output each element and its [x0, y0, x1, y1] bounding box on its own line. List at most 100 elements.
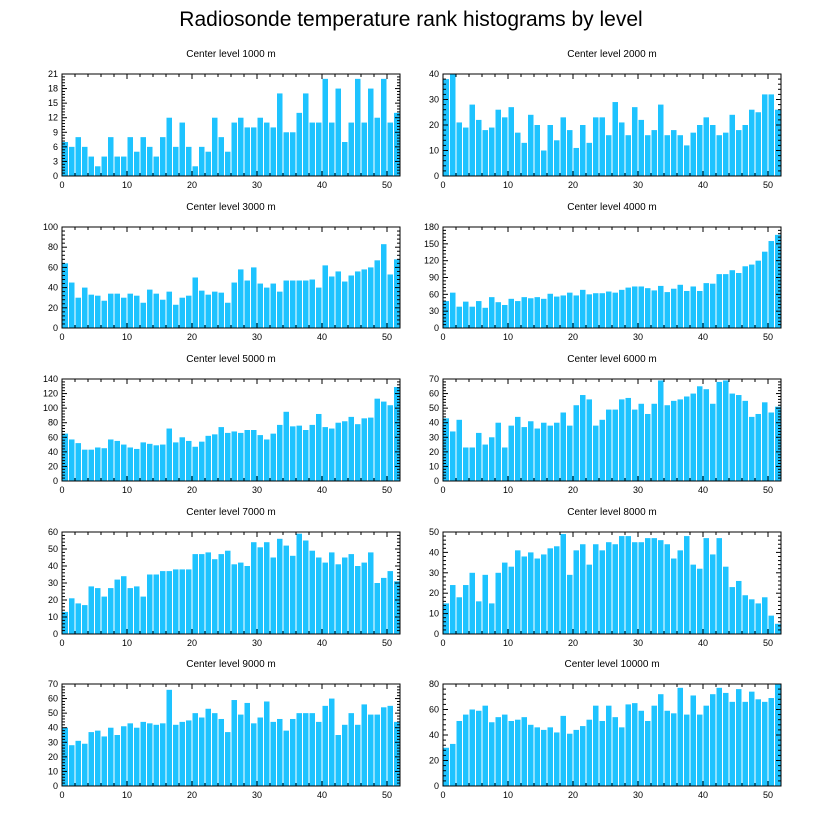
histogram-bar	[612, 102, 618, 176]
panel-title: Center level 2000 m	[567, 49, 657, 60]
histogram-bar	[225, 302, 231, 328]
histogram-bar	[502, 714, 508, 786]
histogram-bar	[723, 132, 729, 176]
y-tick-label: 6	[53, 142, 58, 152]
x-tick-label: 40	[698, 180, 708, 190]
histogram-bar	[192, 166, 198, 176]
histogram-bar	[703, 538, 709, 634]
histogram-bar	[173, 304, 179, 328]
x-tick-label: 20	[568, 790, 578, 800]
histogram-bar	[381, 707, 387, 786]
histogram-bar	[101, 596, 107, 634]
x-tick-label: 50	[763, 485, 773, 495]
histogram-bar	[580, 544, 586, 634]
histogram-bar	[567, 292, 573, 328]
histogram-bar	[303, 430, 309, 481]
histogram-bar	[199, 441, 205, 481]
histogram-bar	[469, 709, 475, 786]
histogram-bar	[283, 545, 289, 634]
histogram-bar	[547, 125, 553, 176]
y-tick-label: 0	[53, 171, 58, 181]
histogram-bar	[238, 562, 244, 634]
histogram-bar	[127, 447, 133, 481]
histogram-bar	[127, 723, 133, 786]
histogram-bar	[742, 400, 748, 481]
histogram-bar	[69, 282, 75, 328]
histogram-bar	[755, 413, 761, 481]
y-tick-label: 60	[48, 694, 58, 704]
histogram-bar	[257, 717, 263, 786]
x-tick-label: 10	[122, 485, 132, 495]
histogram-bar	[368, 552, 374, 634]
histogram-bar	[335, 422, 341, 481]
x-tick-label: 40	[317, 790, 327, 800]
y-tick-label: 0	[53, 629, 58, 639]
y-tick-label: 40	[48, 561, 58, 571]
histogram-bar	[316, 122, 322, 176]
histogram-bar	[101, 448, 107, 481]
histogram-bar	[534, 125, 540, 176]
histogram-bar	[277, 718, 283, 786]
histogram-bar	[482, 705, 488, 786]
y-tick-label: 0	[434, 171, 439, 181]
histogram-bar	[387, 274, 393, 328]
x-tick-label: 20	[568, 638, 578, 648]
histogram-bar	[580, 289, 586, 328]
histogram-bar	[231, 700, 237, 786]
histogram-bar	[374, 117, 380, 176]
histogram-bar	[257, 435, 263, 481]
histogram-bar	[502, 562, 508, 634]
histogram-panel: Center level 2000 m 0 10 20 30 40 50 0 10 20 30 40	[429, 49, 782, 190]
x-tick-label: 40	[317, 638, 327, 648]
histogram-bar	[619, 399, 625, 481]
histogram-bar	[716, 274, 722, 328]
histogram-bar	[244, 566, 250, 634]
histogram-panel: Center level 4000 m 0 10 20 30 40 50 0 30 60 90 120…	[424, 202, 782, 342]
x-tick-label: 0	[440, 638, 445, 648]
histogram-bar	[355, 78, 361, 176]
histogram-bar	[580, 395, 586, 481]
histogram-bar	[342, 281, 348, 328]
histogram-bar	[173, 569, 179, 634]
histogram-bar	[95, 447, 101, 481]
histogram-bar	[723, 380, 729, 481]
histogram-bar	[495, 717, 501, 786]
histogram-bar	[238, 714, 244, 786]
histogram-bar	[554, 422, 560, 481]
y-tick-label: 30	[429, 568, 439, 578]
histogram-bar	[716, 135, 722, 176]
histogram-bar	[69, 745, 75, 786]
histogram-bar	[179, 297, 185, 328]
y-tick-label: 70	[48, 679, 58, 689]
histogram-bar	[121, 444, 127, 481]
histogram-bar	[775, 406, 781, 481]
histogram-bar	[482, 574, 488, 634]
y-tick-label: 0	[53, 323, 58, 333]
histogram-panel: Center level 5000 m 0 10 20 30 40 50 0 20 40 60 80 1…	[43, 354, 401, 495]
y-tick-label: 10	[429, 461, 439, 471]
x-tick-label: 10	[503, 485, 513, 495]
histogram-bar	[186, 569, 192, 634]
histogram-bar	[95, 588, 101, 634]
histogram-bar	[586, 142, 592, 176]
x-tick-label: 50	[382, 485, 392, 495]
histogram-bar	[710, 283, 716, 328]
histogram-bar	[348, 713, 354, 786]
histogram-bar	[476, 710, 482, 786]
histogram-bar	[173, 146, 179, 176]
y-tick-label: 20	[429, 588, 439, 598]
histogram-bar	[554, 296, 560, 328]
histogram-bar	[205, 708, 211, 786]
histogram-bar	[729, 114, 735, 176]
histogram-bar	[554, 140, 560, 176]
histogram-bar	[270, 557, 276, 634]
y-tick-label: 20	[429, 120, 439, 130]
histogram-bar	[257, 283, 263, 328]
histogram-bar	[697, 568, 703, 634]
histogram-bar	[671, 713, 677, 786]
x-tick-label: 40	[317, 332, 327, 342]
x-tick-label: 50	[382, 180, 392, 190]
histogram-bar	[381, 244, 387, 328]
histogram-bar	[205, 435, 211, 481]
histogram-bar	[521, 142, 527, 176]
